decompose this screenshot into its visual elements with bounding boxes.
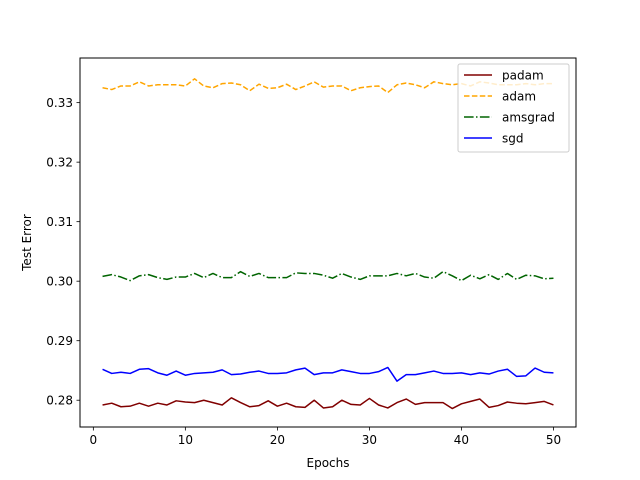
legend-label-sgd: sgd <box>502 132 524 146</box>
y-tick-label: 0.32 <box>46 156 73 170</box>
y-tick-label: 0.28 <box>46 394 73 408</box>
legend-label-adam: adam <box>502 90 536 104</box>
x-tick-label: 10 <box>178 433 193 447</box>
legend-label-amsgrad: amsgrad <box>502 111 555 125</box>
x-tick-label: 50 <box>546 433 561 447</box>
x-tick-label: 30 <box>362 433 377 447</box>
legend: padam adam amsgrad sgd <box>457 63 570 153</box>
x-tick-label: 20 <box>270 433 285 447</box>
legend-frame <box>457 63 570 153</box>
y-tick-label: 0.29 <box>46 334 73 348</box>
x-tick-label: 40 <box>454 433 469 447</box>
ticks-layer: 0 10 20 30 40 50 0.28 0.29 0.30 0.31 0.32 0.33 <box>46 96 561 447</box>
y-axis-title: Test Error <box>20 214 34 272</box>
axes-layer <box>79 57 577 428</box>
y-tick-label: 0.31 <box>46 215 73 229</box>
legend-label-padam: padam <box>502 69 544 83</box>
plot-frame <box>79 57 577 428</box>
x-tick-label: 0 <box>90 433 98 447</box>
y-tick-label: 0.33 <box>46 96 73 110</box>
series-line-sgd <box>102 366 554 382</box>
y-tick-label: 0.30 <box>46 275 73 289</box>
x-axis-title: Epochs <box>307 456 350 470</box>
series-line-amsgrad <box>102 270 554 282</box>
series-line-padam <box>102 397 554 410</box>
